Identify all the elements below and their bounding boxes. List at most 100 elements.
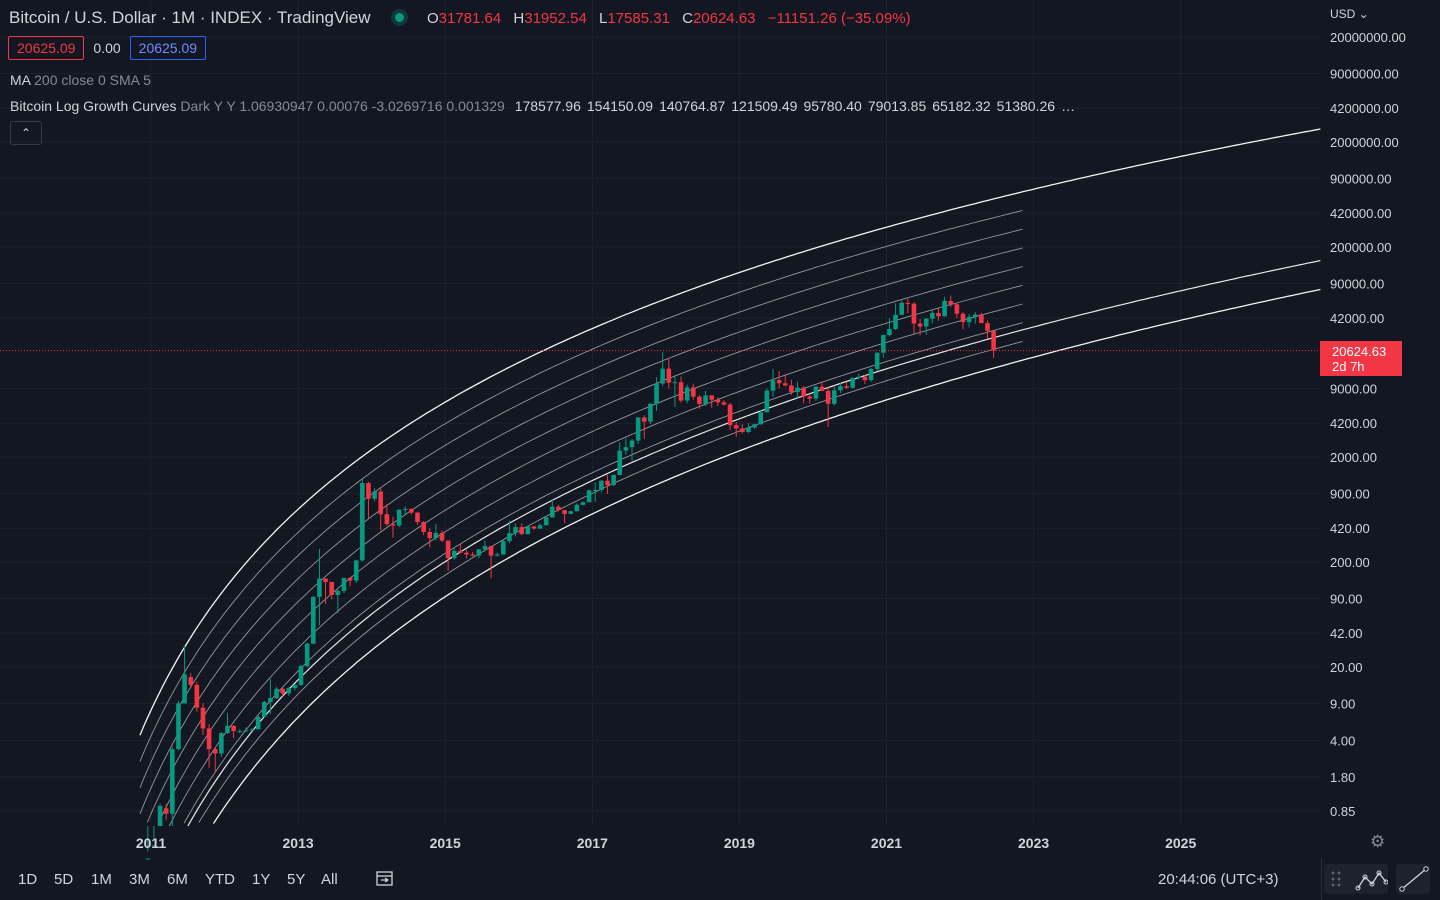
settings-icon[interactable]: ⚙ [1370, 832, 1386, 851]
candle-body [752, 424, 757, 428]
candle-body [911, 303, 917, 324]
candle-body [966, 316, 972, 323]
candle-body [641, 417, 647, 422]
candle-body [525, 526, 531, 535]
candle-body [838, 386, 843, 391]
last-price-label: 20624.63 [1332, 344, 1387, 359]
price-axis: 20000000.00 9000000.00 4200000.00 2000000.0… [1330, 30, 1406, 819]
growth-curve-line [139, 128, 1321, 736]
candle-body [323, 578, 328, 582]
candle-body [954, 304, 960, 314]
pattern-tool-icon[interactable] [1354, 864, 1388, 894]
candle-body [568, 511, 574, 514]
growth-curve-line [139, 210, 1023, 762]
candle-body [274, 688, 279, 699]
candle-body [592, 489, 598, 491]
price-tick-label: 4.00 [1330, 733, 1355, 748]
price-tick-label: 42000.00 [1330, 311, 1384, 326]
range-1y[interactable]: 1Y [252, 871, 271, 888]
calendar-goto-icon[interactable] [375, 869, 395, 887]
time-tick-label: 2015 [430, 835, 461, 851]
candle-body [464, 552, 469, 555]
range-all[interactable]: All [321, 871, 338, 888]
indicator-growth-params: Dark Y Y 1.06930947 0.00076 -3.0269716 0… [180, 98, 505, 114]
candle-body [476, 549, 482, 556]
price-tick-label: 1.80 [1330, 770, 1355, 785]
candle-body [212, 749, 218, 754]
indicator-ma[interactable]: MA 200 close 0 SMA 5 [10, 72, 151, 88]
candle-body [531, 526, 537, 529]
range-ytd[interactable]: YTD [205, 871, 235, 888]
price-tick-label: 90000.00 [1330, 276, 1384, 291]
candle-body [396, 509, 402, 526]
candle-body [942, 300, 947, 317]
candle-body [329, 581, 334, 595]
candle-body [789, 385, 794, 393]
range-3m[interactable]: 3M [129, 871, 150, 888]
candle-body [225, 725, 230, 734]
symbol-title[interactable]: Bitcoin / U.S. Dollar · 1M · INDEX · Tra… [9, 8, 371, 27]
candle-body [311, 596, 316, 644]
drag-handle-icon[interactable] [1324, 864, 1358, 894]
candle-body [556, 506, 561, 511]
price-tick-label: 42.00 [1330, 626, 1363, 641]
candle-body [825, 390, 831, 404]
candle-body [721, 402, 727, 405]
candle-body [746, 427, 751, 432]
candle-body [543, 517, 549, 526]
candle-body [764, 390, 770, 413]
candle-body [850, 377, 855, 388]
price-tick-label: 2000000.00 [1330, 135, 1399, 150]
time-tick-label: 2017 [577, 835, 608, 851]
time-tick-label: 2025 [1165, 835, 1196, 851]
candle-body [611, 474, 616, 486]
price-tick-label: 9000000.00 [1330, 66, 1399, 81]
candle-body [335, 590, 341, 595]
sell-price[interactable]: 20625.09 [8, 36, 85, 60]
candle-body [672, 382, 678, 384]
candle-countdown: 2d 7h [1332, 359, 1365, 374]
candle-body [586, 490, 592, 503]
range-5y[interactable]: 5Y [287, 871, 306, 888]
candle-body [292, 684, 298, 689]
candle-body [813, 386, 819, 399]
range-6m[interactable]: 6M [167, 871, 188, 888]
buy-price[interactable]: 20625.09 [129, 36, 207, 60]
chevron-up-icon[interactable]: ⌃ [10, 121, 42, 145]
candle-body [599, 480, 604, 490]
candle-body [427, 532, 433, 539]
candle-body [623, 447, 629, 451]
currency-selector[interactable]: USD ⌄ [1330, 7, 1369, 21]
indicator-growth-curves[interactable]: Bitcoin Log Growth Curves Dark Y Y 1.069… [10, 98, 1075, 114]
clock[interactable]: 20:44:06 (UTC+3) [1158, 871, 1279, 888]
candle-body [899, 302, 905, 315]
time-tick-label: 2013 [283, 835, 314, 851]
range-1d[interactable]: 1D [18, 871, 38, 888]
price-tick-label: 4200000.00 [1330, 101, 1399, 116]
candle-body [445, 540, 451, 559]
candle-body [421, 522, 426, 533]
growth-curve-line [157, 284, 1023, 824]
candle-body [991, 330, 996, 351]
candle-body [930, 312, 935, 319]
candle-body [819, 386, 825, 391]
trendline-tool-icon[interactable] [1396, 864, 1430, 894]
bottom-toolbar: 1D 5D 1M 3M 6M YTD 1Y 5Y All 20:44:06 (U… [0, 858, 1440, 900]
candle-body [960, 313, 966, 323]
candle-body [378, 491, 384, 515]
symbol-legend[interactable]: Bitcoin / U.S. Dollar · 1M · INDEX · Tra… [9, 8, 919, 28]
candle-body [402, 508, 408, 510]
candle-body [844, 386, 849, 388]
candle-body [317, 578, 322, 597]
candlestick-series [145, 295, 996, 860]
candle-body [874, 352, 880, 369]
candle-body [157, 805, 163, 826]
time-tick-label: 2019 [724, 835, 755, 851]
range-1m[interactable]: 1M [91, 871, 112, 888]
candle-body [782, 383, 788, 386]
candle-body [617, 450, 623, 475]
candle-body [194, 684, 200, 708]
range-5d[interactable]: 5D [54, 871, 74, 888]
candle-body [887, 329, 892, 336]
